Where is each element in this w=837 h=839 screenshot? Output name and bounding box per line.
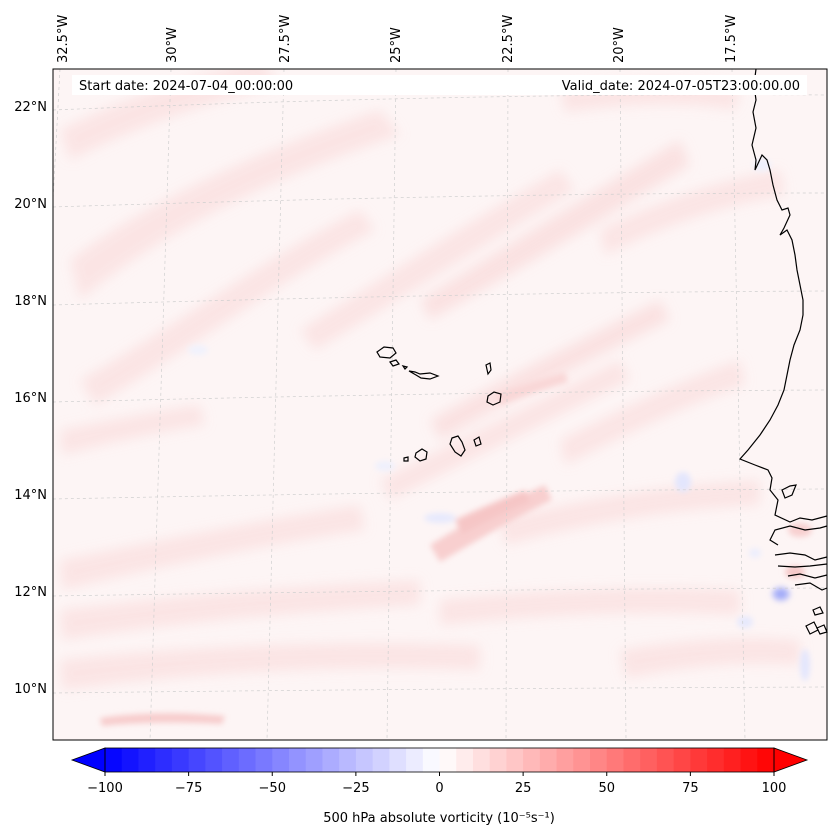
colorbar-cell — [355, 748, 374, 772]
lon-label: 20°W — [612, 27, 627, 63]
map-background — [53, 69, 827, 740]
island-brava — [403, 456, 409, 462]
colorbar-extend-high — [773, 747, 809, 773]
colorbar-cell — [305, 748, 324, 772]
colorbar-cell — [272, 748, 290, 772]
colorbar-cell — [606, 748, 625, 772]
island-santo-antao — [376, 346, 397, 359]
colorbar-cell — [656, 748, 675, 772]
lon-label: 17.5°W — [724, 15, 739, 63]
colorbar-cell — [238, 748, 257, 772]
colorbar-tick-label: 25 — [515, 781, 532, 796]
colorbar-cell — [406, 748, 424, 772]
colorbar-cell — [740, 748, 758, 772]
colorbar-cell — [322, 748, 340, 772]
colorbar: −100 −75 −50 −25 0 25 50 75 100 500 hPa absolute… — [70, 747, 809, 826]
map-frame — [52, 68, 828, 741]
colorbar-cell — [439, 748, 457, 772]
colorbar-cell — [506, 748, 524, 772]
island-boa-vista — [486, 391, 502, 406]
lon-label: 30°W — [165, 27, 180, 63]
colorbar-cell — [723, 748, 742, 772]
colorbar-cell — [422, 748, 441, 772]
lon-label: 27.5°W — [278, 15, 293, 63]
vorticity-map[interactable]: Start date: 2024-07-04_00:00:00 Valid_da… — [52, 60, 828, 741]
colorbar-cells — [105, 748, 775, 772]
colorbar-tick-label: 0 — [435, 781, 443, 796]
colorbar-cell — [690, 748, 708, 772]
colorbar-tick-label: 75 — [682, 781, 699, 796]
colorbar-cell — [372, 748, 390, 772]
colorbar-tick-label: −75 — [175, 781, 202, 796]
colorbar-cell — [757, 748, 775, 772]
island-santa-luzia — [401, 365, 409, 370]
colorbar-cell — [472, 748, 491, 772]
lat-label: 18°N — [14, 294, 47, 309]
island-sal — [485, 362, 492, 376]
lat-label: 14°N — [14, 488, 47, 503]
start-date-label: Start date: 2024-07-04_00:00:00 — [79, 79, 293, 94]
island-sao-nicolau — [408, 370, 440, 380]
lon-label: 22.5°W — [501, 15, 516, 63]
colorbar-cell — [188, 748, 206, 772]
africa-coastline — [738, 68, 828, 635]
colorbar-tick-label: 100 — [762, 781, 787, 796]
colorbar-cell — [255, 748, 273, 772]
colorbar-cell — [138, 748, 156, 772]
colorbar-cell — [623, 748, 641, 772]
colorbar-cell — [105, 748, 123, 772]
cape-verde-islands — [376, 346, 502, 462]
colorbar-cell — [673, 748, 691, 772]
colorbar-tick-label: 50 — [598, 781, 615, 796]
lat-label: 20°N — [14, 197, 47, 212]
colorbar-cell — [539, 748, 558, 772]
colorbar-tick-label: −50 — [259, 781, 286, 796]
colorbar-cell — [590, 748, 608, 772]
lon-label: 25°W — [389, 27, 404, 63]
colorbar-cell — [205, 748, 223, 772]
colorbar-cell — [573, 748, 591, 772]
colorbar-cell — [489, 748, 508, 772]
colorbar-cell — [171, 748, 190, 772]
island-santiago — [449, 435, 466, 457]
valid-date-label: Valid_date: 2024-07-05T23:00:00.00 — [562, 79, 800, 94]
longitude-labels: 32.5°W 30°W 27.5°W 25°W 22.5°W 20°W 17.5… — [56, 15, 739, 63]
colorbar-ticks: −100 −75 −50 −25 0 25 50 75 100 — [87, 772, 786, 796]
lat-label: 22°N — [14, 100, 47, 115]
colorbar-cell — [222, 748, 240, 772]
colorbar-cell — [523, 748, 541, 772]
latitude-labels: 22°N 20°N 18°N 16°N 14°N 12°N 10°N — [14, 100, 47, 697]
colorbar-cell — [155, 748, 173, 772]
lat-label: 12°N — [14, 585, 47, 600]
colorbar-cell — [556, 748, 574, 772]
colorbar-cell — [389, 748, 407, 772]
colorbar-cell — [707, 748, 725, 772]
vorticity-field — [60, 69, 812, 726]
colorbar-cell — [456, 748, 474, 772]
island-fogo — [414, 448, 428, 462]
lat-label: 16°N — [14, 391, 47, 406]
colorbar-tick-label: −100 — [87, 781, 123, 796]
lon-label: 32.5°W — [56, 15, 71, 63]
colorbar-label: 500 hPa absolute vorticity (10⁻⁵s⁻¹) — [323, 811, 555, 826]
island-maio — [473, 436, 482, 447]
colorbar-cell — [640, 748, 658, 772]
graticule — [53, 69, 827, 740]
date-header-box — [72, 75, 807, 95]
colorbar-cell — [339, 748, 357, 772]
colorbar-tick-label: −25 — [342, 781, 369, 796]
island-sao-vicente — [389, 359, 400, 367]
colorbar-cell — [288, 748, 307, 772]
colorbar-extend-low — [70, 747, 106, 773]
colorbar-cell — [121, 748, 140, 772]
lat-label: 10°N — [14, 682, 47, 697]
